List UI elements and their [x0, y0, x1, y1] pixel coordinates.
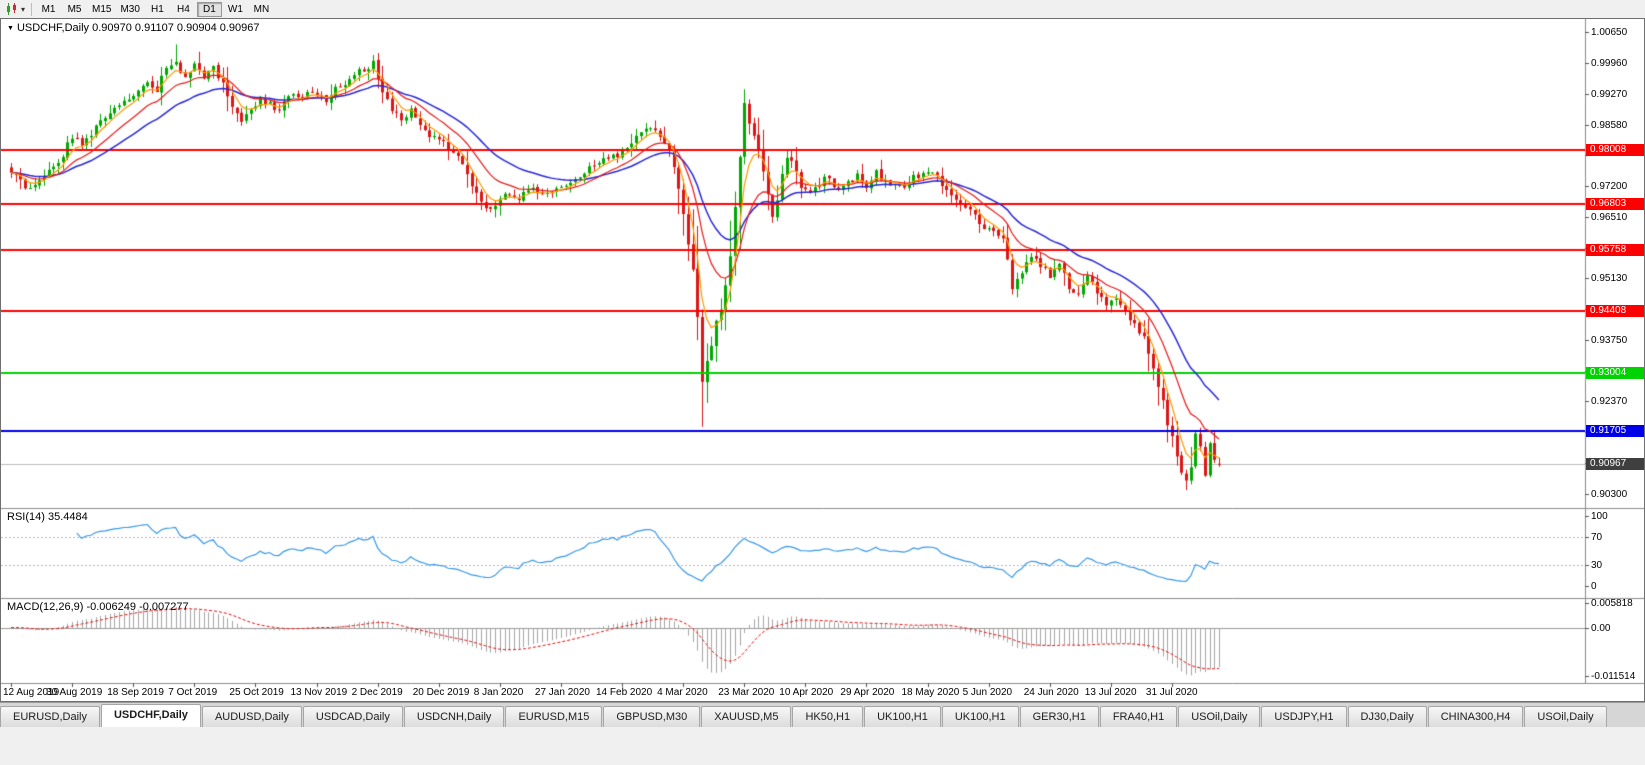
chart-tab-eurusd-daily[interactable]: EURUSD,Daily [0, 706, 100, 727]
chart-tab-fra40-h1[interactable]: FRA40,H1 [1099, 706, 1178, 727]
timeframe-button-m5[interactable]: M5 [62, 2, 87, 17]
ohlc-expand-icon[interactable]: ▼ [7, 25, 14, 32]
chart-tab-audusd-daily[interactable]: AUDUSD,Daily [201, 706, 302, 727]
chart-tab-uk100-h1[interactable]: UK100,H1 [941, 706, 1019, 727]
window-bottom-filler [0, 727, 1645, 765]
price-chart-canvas[interactable] [1, 19, 1644, 701]
timeframe-button-d1[interactable]: D1 [196, 1, 222, 17]
chart-tab-ger30-h1[interactable]: GER30,H1 [1019, 706, 1099, 727]
chart-tab-usdchf-daily[interactable]: USDCHF,Daily [100, 704, 201, 727]
chart-tabs-bar: EURUSD,Daily USDCHF,Daily AUDUSD,Daily USDC… [0, 702, 1645, 727]
chart-tab-uk100-h1[interactable]: UK100,H1 [864, 706, 941, 727]
price-level-badge[interactable]: 0.95758 [1586, 244, 1644, 257]
price-scale[interactable] [1586, 19, 1644, 683]
chart-type-icon[interactable] [3, 1, 21, 17]
timeframe-button-mn[interactable]: MN [249, 2, 274, 17]
timeframe-button-h1[interactable]: H1 [145, 2, 170, 17]
time-scale[interactable] [1, 683, 1585, 701]
chart-type-dropdown-icon[interactable]: ▾ [21, 4, 26, 14]
chart-tab-xauusd-m5[interactable]: XAUUSD,M5 [701, 706, 792, 727]
toolbar-separator [31, 2, 33, 16]
timeframe-toolbar: ▾ M1 M5 M15 M30 H1 H4 D1 W1 MN [0, 0, 1645, 18]
chart-tab-usdcnh-daily[interactable]: USDCNH,Daily [403, 706, 505, 727]
chart-tab-usoil-daily[interactable]: USOil,Daily [1178, 706, 1261, 727]
chart-tab-usdjpy-h1[interactable]: USDJPY,H1 [1261, 706, 1347, 727]
timeframe-buttons: M1 M5 M15 M30 H1 H4 D1 W1 MN [36, 1, 274, 17]
timeframe-button-m30[interactable]: M30 [116, 2, 143, 17]
chart-tab-gbpusd-m30[interactable]: GBPUSD,M30 [603, 706, 701, 727]
timeframe-button-h4[interactable]: H4 [171, 2, 196, 17]
price-level-badge[interactable]: 0.96803 [1586, 197, 1644, 210]
price-level-badge[interactable]: 0.94408 [1586, 304, 1644, 317]
chart-tab-usdcad-daily[interactable]: USDCAD,Daily [302, 706, 403, 727]
price-level-badge[interactable]: 0.98008 [1586, 144, 1644, 157]
timeframe-button-m1[interactable]: M1 [36, 2, 61, 17]
chart-tab-china300-h4[interactable]: CHINA300,H4 [1427, 706, 1524, 727]
timeframe-button-w1[interactable]: W1 [223, 2, 248, 17]
timeframe-button-m15[interactable]: M15 [88, 2, 115, 17]
chart-tab-usoil-daily[interactable]: USOil,Daily [1524, 706, 1607, 727]
price-level-badge[interactable]: 0.91705 [1586, 425, 1644, 437]
chart-tab-dj30-daily[interactable]: DJ30,Daily [1347, 706, 1427, 727]
chart-tab-eurusd-m15[interactable]: EURUSD,M15 [505, 706, 603, 727]
chart-window[interactable]: ▼ USDCHF,Daily 0.90970 0.91107 0.90904 0.… [0, 18, 1645, 702]
current-price-badge: 0.90967 [1586, 457, 1644, 470]
chart-tab-hk50-h1[interactable]: HK50,H1 [792, 706, 864, 727]
price-level-badge[interactable]: 0.93004 [1586, 367, 1644, 380]
